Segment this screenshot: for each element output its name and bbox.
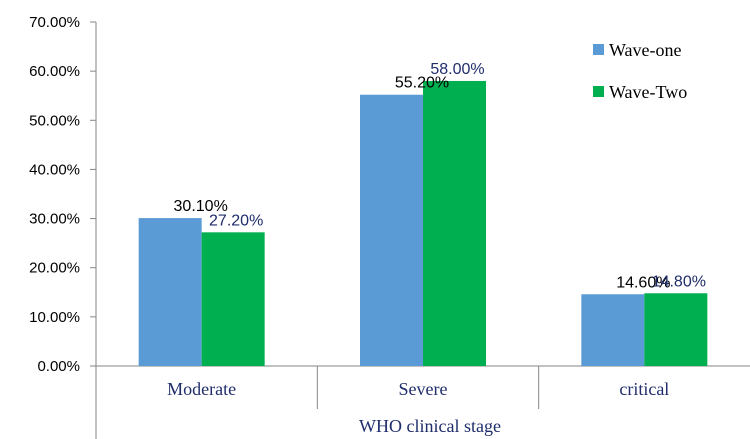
x-axis-title: WHO clinical stage <box>359 416 501 436</box>
data-label: 30.10% <box>174 198 228 215</box>
x-category-label: Severe <box>399 379 448 399</box>
data-label: 27.20% <box>209 212 263 229</box>
bar-wave-two-severe <box>423 80 486 366</box>
bar-wave-two-critical <box>644 293 708 366</box>
bar-wave-two-moderate <box>201 232 265 366</box>
data-label: 55.20% <box>395 75 449 92</box>
y-tick-label: 70.00% <box>29 14 80 31</box>
y-tick-label: 0.00% <box>37 358 80 375</box>
legend-swatch <box>593 44 604 55</box>
y-tick-label: 50.00% <box>29 112 80 129</box>
y-tick-label: 40.00% <box>29 161 80 178</box>
legend-label: Wave-Two <box>609 82 687 102</box>
bar-wave-one-moderate <box>138 218 202 366</box>
legend-label: Wave-one <box>609 40 682 60</box>
y-tick-label: 30.00% <box>29 211 80 228</box>
legend-swatch <box>593 86 604 97</box>
data-label: 14.60% <box>616 274 670 291</box>
bar-wave-one-critical <box>581 294 645 366</box>
y-tick-label: 60.00% <box>29 63 80 80</box>
data-label: 58.00% <box>430 61 484 78</box>
legend: Wave-one Wave-Two <box>593 40 687 102</box>
bar-wave-one-severe <box>360 94 423 366</box>
data-label: 14.80% <box>652 273 706 290</box>
data-labels: 30.10%27.20% 55.20%58.00% 14.60%14.80% <box>174 61 706 291</box>
bars <box>138 80 708 366</box>
y-tick-label: 20.00% <box>29 260 80 277</box>
x-category-label: critical <box>619 379 669 399</box>
y-tick-label: 10.00% <box>29 309 80 326</box>
x-category-label: Moderate <box>167 379 236 399</box>
